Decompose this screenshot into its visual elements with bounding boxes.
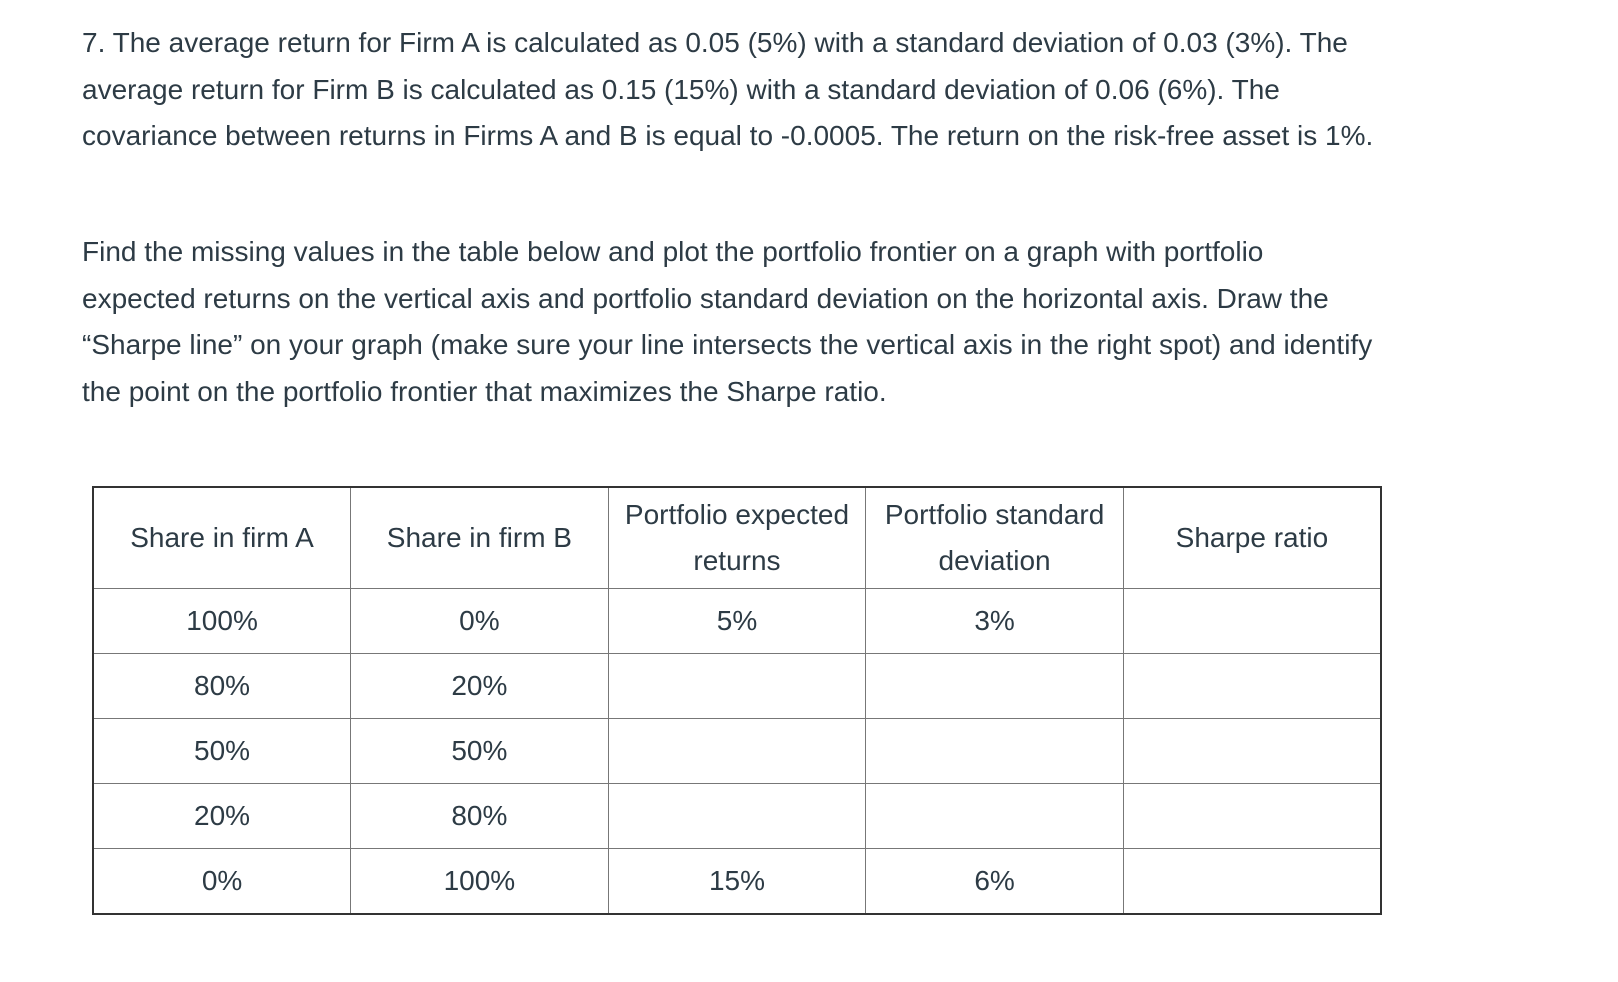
table-cell: 0% xyxy=(92,848,352,915)
table-row: 50% 50% xyxy=(92,718,1382,784)
table-cell: 100% xyxy=(92,588,352,654)
table-cell xyxy=(865,783,1124,849)
portfolio-table: Share in firm A Share in firm B Portfolio … xyxy=(92,486,1382,915)
table-cell xyxy=(865,718,1124,784)
table-row: 80% 20% xyxy=(92,653,1382,719)
table-cell xyxy=(1122,653,1382,719)
table-cell xyxy=(607,653,867,719)
table-cell: 50% xyxy=(92,718,352,784)
column-header: Share in firm B xyxy=(350,486,609,589)
table-row: 20% 80% xyxy=(92,783,1382,849)
table-cell xyxy=(1122,783,1382,849)
table-cell: 20% xyxy=(92,783,352,849)
table-cell xyxy=(1122,718,1382,784)
table-cell: 80% xyxy=(92,653,352,719)
table-row: 100% 0% 5% 3% xyxy=(92,588,1382,654)
table-cell xyxy=(865,653,1124,719)
column-header: Share in firm A xyxy=(92,486,352,589)
table-cell: 15% xyxy=(607,848,867,915)
header-row: Share in firm A Share in firm B Portfolio … xyxy=(92,486,1382,589)
table-cell: 80% xyxy=(350,783,609,849)
column-header: Sharpe ratio xyxy=(1122,486,1382,589)
table-row: 0% 100% 15% 6% xyxy=(92,848,1382,915)
table-cell: 3% xyxy=(865,588,1124,654)
question-text: 7. The average return for Firm A is calc… xyxy=(82,27,1374,151)
table-cell xyxy=(1122,848,1382,915)
table-cell: 20% xyxy=(350,653,609,719)
table-cell: 6% xyxy=(865,848,1124,915)
column-header: Portfolio standard deviation xyxy=(865,486,1124,589)
table-cell: 50% xyxy=(350,718,609,784)
table-cell: 100% xyxy=(350,848,609,915)
table-cell: 5% xyxy=(607,588,867,654)
column-header: Portfolio expected returns xyxy=(607,486,867,589)
table-cell xyxy=(607,783,867,849)
table-cell xyxy=(1122,588,1382,654)
instructions-text: Find the missing values in the table bel… xyxy=(82,236,1373,407)
table-body: 100% 0% 5% 3% 80% 20% 50% 50% 20% 80% 0% 100% 15% 6% xyxy=(92,588,1382,915)
table-cell xyxy=(607,718,867,784)
table-cell: 0% xyxy=(350,588,609,654)
